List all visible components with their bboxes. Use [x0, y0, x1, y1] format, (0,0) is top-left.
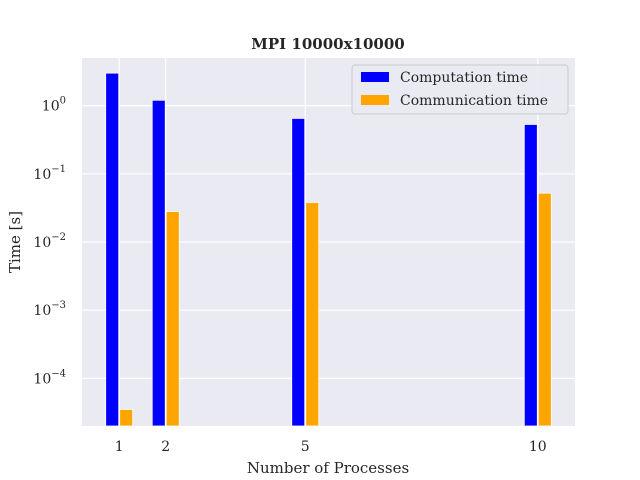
y-tick-label: 10−3: [33, 300, 66, 319]
bar-communication-time: [537, 192, 552, 427]
legend: Computation time Communication time: [351, 64, 569, 115]
y-tick-exponent: −4: [51, 368, 66, 379]
bar-computation-time: [291, 118, 306, 427]
x-ticks: 1 2 5 10: [115, 439, 547, 455]
bar-communication-time: [305, 202, 320, 427]
y-axis-label: Time [s]: [6, 211, 24, 273]
legend-swatch: [361, 95, 389, 105]
x-tick-label: 1: [115, 439, 124, 455]
y-tick-base: 10: [33, 167, 51, 183]
y-tick-exponent: −1: [51, 164, 66, 175]
y-tick-base: 10: [33, 303, 51, 319]
legend-swatch: [361, 72, 389, 82]
y-tick-base: 10: [42, 99, 60, 115]
chart-title: MPI 10000x10000: [251, 35, 404, 53]
y-tick-label: 10−2: [33, 232, 66, 251]
y-tick-label: 100: [42, 96, 66, 115]
y-tick-label: 10−4: [33, 368, 66, 387]
y-tick-base: 10: [33, 235, 51, 251]
y-tick-exponent: −3: [51, 300, 66, 311]
bar-computation-time: [151, 99, 166, 427]
legend-label: Computation time: [400, 70, 528, 86]
bar-communication-time: [119, 409, 134, 427]
x-tick-label: 5: [301, 439, 310, 455]
x-axis-label: Number of Processes: [247, 459, 409, 477]
legend-box: [351, 64, 569, 115]
bar-computation-time: [105, 72, 120, 427]
y-tick-exponent: −2: [51, 232, 66, 243]
bar-computation-time: [523, 124, 538, 427]
x-tick-label: 2: [161, 439, 170, 455]
y-tick-exponent: 0: [60, 96, 66, 107]
legend-label: Communication time: [400, 93, 548, 109]
x-tick-label: 10: [529, 439, 547, 455]
y-tick-label: 10−1: [33, 164, 66, 183]
y-tick-base: 10: [33, 371, 51, 387]
bar-communication-time: [165, 211, 180, 427]
bars: [105, 72, 552, 427]
